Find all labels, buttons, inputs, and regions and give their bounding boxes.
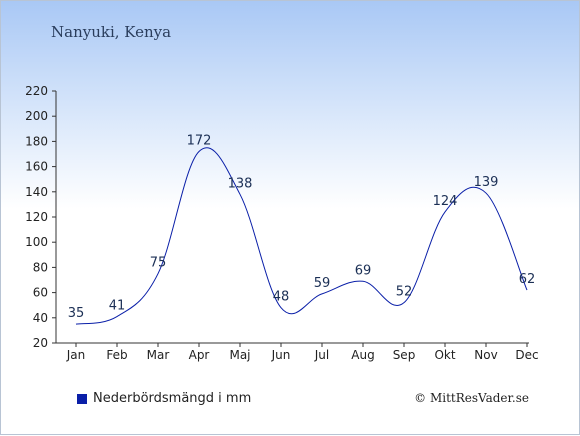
y-tick-label: 100 bbox=[25, 235, 48, 249]
y-tick-label: 160 bbox=[25, 160, 48, 174]
x-tick-label: Maj bbox=[229, 348, 250, 362]
y-tick-label: 220 bbox=[25, 84, 48, 98]
x-tick-label: Mar bbox=[147, 348, 170, 362]
data-label: 35 bbox=[68, 306, 85, 321]
data-label: 52 bbox=[396, 285, 413, 300]
series-line bbox=[75, 147, 528, 325]
y-tick-label: 120 bbox=[25, 210, 48, 224]
x-tick-label: Jan bbox=[66, 348, 86, 362]
data-label: 138 bbox=[228, 176, 253, 191]
y-tick-label: 180 bbox=[25, 134, 48, 148]
data-label: 124 bbox=[433, 194, 458, 209]
data-label: 59 bbox=[314, 276, 331, 291]
data-label: 62 bbox=[519, 272, 536, 287]
y-tick-label: 40 bbox=[33, 311, 48, 325]
x-tick-label: Jul bbox=[314, 348, 329, 362]
x-tick-label: Jun bbox=[271, 348, 291, 362]
data-label: 75 bbox=[150, 256, 167, 271]
data-label: 172 bbox=[187, 133, 212, 148]
data-label: 41 bbox=[109, 299, 126, 314]
x-tick-label: Dec bbox=[515, 348, 538, 362]
y-tick-label: 200 bbox=[25, 109, 48, 123]
x-tick-label: Nov bbox=[474, 348, 497, 362]
data-label: 48 bbox=[273, 290, 290, 305]
y-tick-label: 60 bbox=[33, 286, 48, 300]
x-tick-label: Aug bbox=[351, 348, 374, 362]
data-label: 69 bbox=[355, 263, 372, 278]
credit-text: © MittResVader.se bbox=[414, 391, 529, 405]
chart-title: Nanyuki, Kenya bbox=[51, 23, 172, 41]
legend-label: Nederbördsmängd i mm bbox=[93, 391, 252, 406]
x-tick-label: Feb bbox=[106, 348, 127, 362]
x-tick-label: Sep bbox=[393, 348, 416, 362]
y-tick-label: 140 bbox=[25, 185, 48, 199]
legend-swatch bbox=[77, 393, 87, 404]
data-label: 139 bbox=[474, 175, 499, 190]
x-tick-label: Okt bbox=[434, 348, 455, 362]
y-tick-label: 20 bbox=[33, 336, 48, 350]
x-tick-label: Apr bbox=[189, 348, 210, 362]
legend: Nederbördsmängd i mm bbox=[77, 391, 251, 406]
y-tick-label: 80 bbox=[33, 260, 48, 274]
